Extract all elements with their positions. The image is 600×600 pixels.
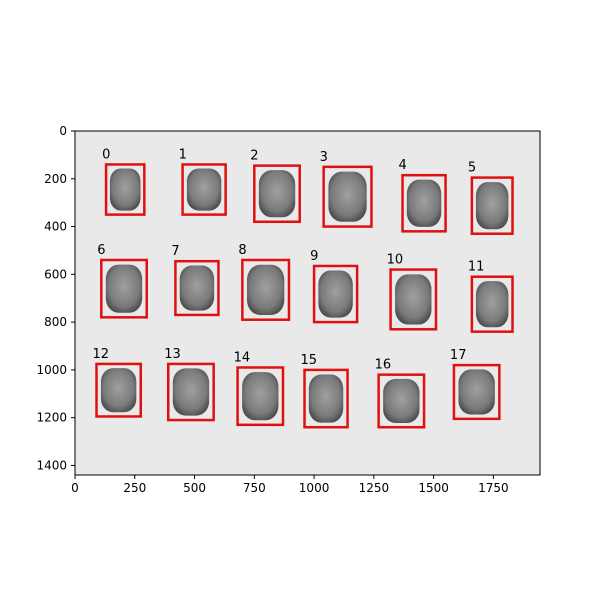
detection-label-0: 0: [102, 147, 110, 162]
bounding-box-14: [236, 366, 285, 427]
x-tick-label: 0: [71, 481, 79, 495]
bounding-box-6: [100, 258, 148, 319]
object-5: [475, 182, 509, 230]
detection-label-4: 4: [399, 158, 407, 173]
detection-label-10: 10: [387, 253, 404, 268]
object-13: [172, 368, 210, 416]
y-axis-ticks: 0 200 400 600 800 1000 1200 1400: [36, 124, 75, 472]
y-tick-label: 1400: [36, 458, 67, 472]
object-12: [100, 368, 137, 413]
x-tick-label: 250: [123, 481, 146, 495]
detection-label-13: 13: [164, 347, 181, 362]
x-tick-label: 1750: [478, 481, 509, 495]
detection-label-17: 17: [450, 348, 467, 363]
detection-label-11: 11: [468, 260, 485, 275]
bounding-box-10: [389, 268, 438, 331]
x-axis-ticks: 0 250 500 750 1000 1250 1500 1750: [71, 475, 509, 495]
bounding-box-2: [253, 164, 301, 224]
bounding-box-12: [95, 362, 142, 418]
y-tick-label: 0: [59, 124, 67, 138]
bounding-box-13: [166, 362, 215, 422]
bounding-box-9: [312, 264, 359, 324]
detection-label-9: 9: [310, 249, 318, 264]
detection-label-3: 3: [320, 150, 328, 165]
bounding-box-3: [322, 165, 373, 228]
detection-label-1: 1: [179, 147, 187, 162]
bounding-box-1: [181, 163, 227, 216]
bounding-box-17: [452, 363, 501, 421]
object-2: [258, 170, 296, 218]
bounding-box-7: [174, 259, 220, 317]
object-4: [406, 179, 442, 227]
detection-label-8: 8: [238, 243, 246, 258]
x-tick-label: 500: [183, 481, 206, 495]
x-tick-label: 750: [243, 481, 266, 495]
object-6: [105, 264, 143, 313]
object-1: [186, 168, 222, 211]
detection-label-15: 15: [301, 353, 318, 368]
y-tick-label: 800: [44, 315, 67, 329]
detection-label-16: 16: [375, 358, 392, 373]
bounding-box-0: [104, 163, 146, 216]
x-tick-label: 1500: [418, 481, 449, 495]
object-10: [395, 274, 432, 325]
y-tick-label: 1000: [36, 363, 67, 377]
object-7: [179, 265, 215, 311]
object-16: [383, 378, 420, 424]
detection-label-14: 14: [234, 351, 251, 366]
object-11: [475, 281, 509, 328]
object-8: [247, 264, 285, 315]
detection-label-5: 5: [468, 161, 476, 176]
bounding-box-11: [470, 275, 514, 333]
y-tick-label: 200: [44, 172, 67, 186]
object-14: [242, 372, 279, 421]
y-tick-label: 600: [44, 267, 67, 281]
bounding-box-16: [377, 373, 426, 429]
object-0: [109, 168, 141, 211]
detection-label-12: 12: [93, 347, 110, 362]
detection-label-7: 7: [171, 244, 179, 259]
bounding-box-8: [241, 258, 291, 321]
object-9: [318, 270, 353, 318]
detection-boxes: [95, 163, 514, 429]
detection-label-2: 2: [250, 149, 258, 164]
object-3: [328, 171, 367, 222]
object-15: [308, 374, 344, 423]
bounding-box-4: [401, 173, 447, 233]
axes-frame: [74, 130, 541, 476]
bounding-box-5: [470, 176, 514, 235]
y-tick-label: 400: [44, 220, 67, 234]
x-tick-label: 1250: [359, 481, 390, 495]
x-tick-label: 1000: [299, 481, 330, 495]
image-panel: [75, 131, 540, 475]
object-17: [458, 369, 495, 415]
detection-label-6: 6: [97, 243, 105, 258]
bounding-box-15: [303, 368, 349, 429]
y-tick-label: 1200: [36, 411, 67, 425]
